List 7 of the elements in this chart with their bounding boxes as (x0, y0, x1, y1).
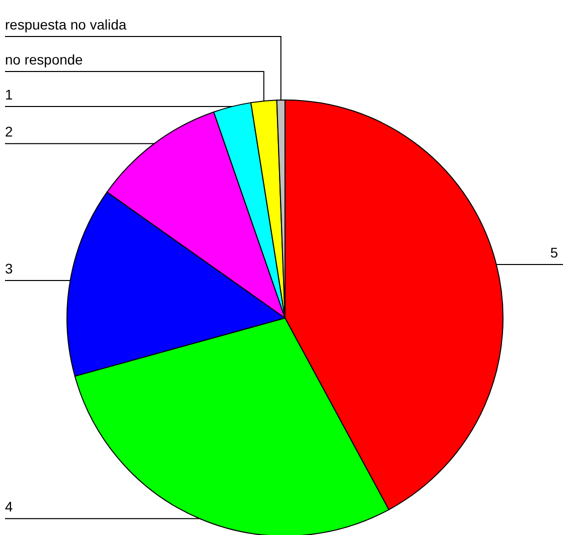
slice-label: 5 (550, 244, 558, 260)
slice-label: 2 (5, 124, 13, 140)
slice-label: no responde (5, 52, 84, 68)
slice-label: 1 (5, 86, 13, 103)
slice-label: respuesta no valida (5, 16, 127, 33)
slice-label: 3 (5, 260, 13, 277)
slice-label: 4 (5, 498, 13, 515)
